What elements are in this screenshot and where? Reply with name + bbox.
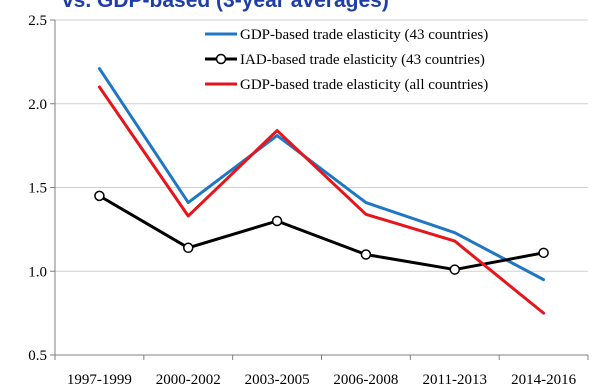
chart-title: vs. GDP-based (3-year averages): [62, 0, 389, 12]
legend-marker: [215, 53, 227, 65]
data-point: [94, 190, 105, 202]
y-tick-label: 1.0: [28, 264, 47, 280]
y-tick-label: 0.5: [28, 348, 47, 364]
x-tick-label: 2003-2005: [245, 372, 310, 385]
data-point: [449, 264, 460, 275]
axes: [50, 19, 589, 360]
series-line-2: [97, 85, 546, 315]
legend-label-2: GDP-based trade elasticity (all countrie…: [240, 77, 488, 93]
legend-label-1: IAD-based trade elasticity (43 countries…: [240, 52, 485, 68]
data-point: [538, 247, 549, 259]
legend: GDP-based trade elasticity (43 countries…: [205, 27, 488, 93]
x-tick-labels: 1997-1999 2000-2002 2003-2005 2006-2008 2011…: [67, 372, 577, 385]
data-point: [183, 242, 194, 254]
y-tick-labels: 0.5 1.0 1.5 2.0 2.5: [28, 13, 47, 364]
x-tick-label: 2000-2002: [156, 372, 221, 385]
y-tick-label: 2.5: [28, 13, 47, 29]
x-tick-label: 1997-1999: [67, 372, 132, 385]
y-tick-label: 1.5: [28, 181, 47, 197]
x-tick-label: 2011-2013: [423, 372, 487, 385]
gridlines: [55, 19, 588, 272]
legend-label-0: GDP-based trade elasticity (43 countries…: [240, 27, 488, 43]
y-tick-label: 2.0: [28, 97, 47, 113]
series-line-0: [97, 67, 546, 282]
x-tick-label: 2014-2016: [511, 372, 576, 385]
x-tick-label: 2006-2008: [333, 372, 398, 385]
series-lines: [94, 67, 549, 315]
data-point: [360, 249, 372, 260]
series-line-1: [97, 194, 546, 272]
data-point: [271, 215, 283, 227]
